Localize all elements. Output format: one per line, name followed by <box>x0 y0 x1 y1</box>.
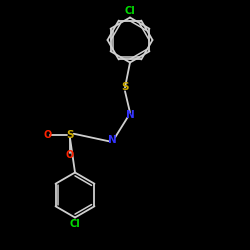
Text: S: S <box>66 130 74 140</box>
Text: Cl: Cl <box>70 219 80 229</box>
Text: O: O <box>44 130 52 140</box>
Text: S: S <box>121 82 129 92</box>
Text: N: N <box>126 110 134 120</box>
Text: O: O <box>66 150 74 160</box>
Text: Cl: Cl <box>124 6 136 16</box>
Text: N: N <box>108 135 117 145</box>
